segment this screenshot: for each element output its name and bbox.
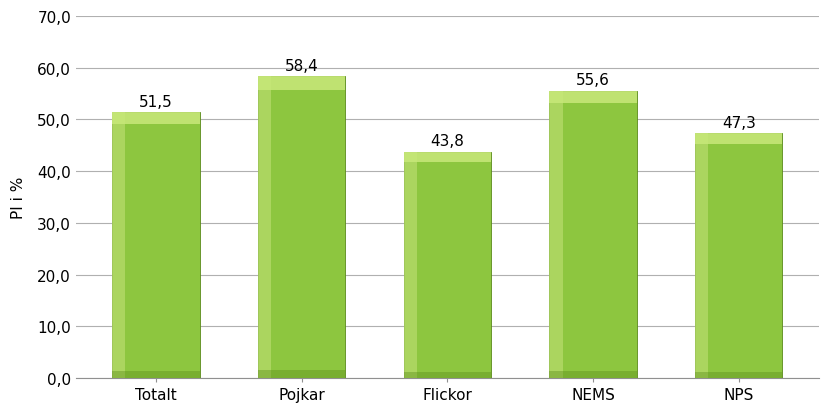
FancyBboxPatch shape bbox=[695, 134, 783, 378]
Text: 43,8: 43,8 bbox=[431, 134, 464, 149]
Bar bbox=[549, 91, 637, 104]
Bar bbox=[549, 91, 563, 378]
Bar bbox=[695, 134, 783, 145]
FancyBboxPatch shape bbox=[112, 112, 200, 378]
Text: 47,3: 47,3 bbox=[722, 116, 755, 131]
FancyBboxPatch shape bbox=[403, 152, 491, 378]
Bar bbox=[695, 372, 783, 378]
Y-axis label: PI i %: PI i % bbox=[11, 176, 26, 218]
Text: 51,5: 51,5 bbox=[139, 95, 173, 109]
Bar bbox=[695, 134, 708, 378]
Bar bbox=[258, 77, 271, 378]
Bar bbox=[403, 152, 417, 378]
Bar bbox=[258, 77, 345, 90]
Bar bbox=[403, 372, 491, 378]
Bar bbox=[258, 370, 345, 378]
Bar bbox=[403, 152, 491, 162]
Text: 55,6: 55,6 bbox=[576, 73, 610, 88]
Bar bbox=[112, 112, 200, 124]
Bar bbox=[549, 371, 637, 378]
Text: 58,4: 58,4 bbox=[285, 59, 319, 74]
FancyBboxPatch shape bbox=[549, 91, 637, 378]
Bar bbox=[112, 112, 125, 378]
Bar bbox=[112, 371, 200, 378]
FancyBboxPatch shape bbox=[258, 77, 345, 378]
